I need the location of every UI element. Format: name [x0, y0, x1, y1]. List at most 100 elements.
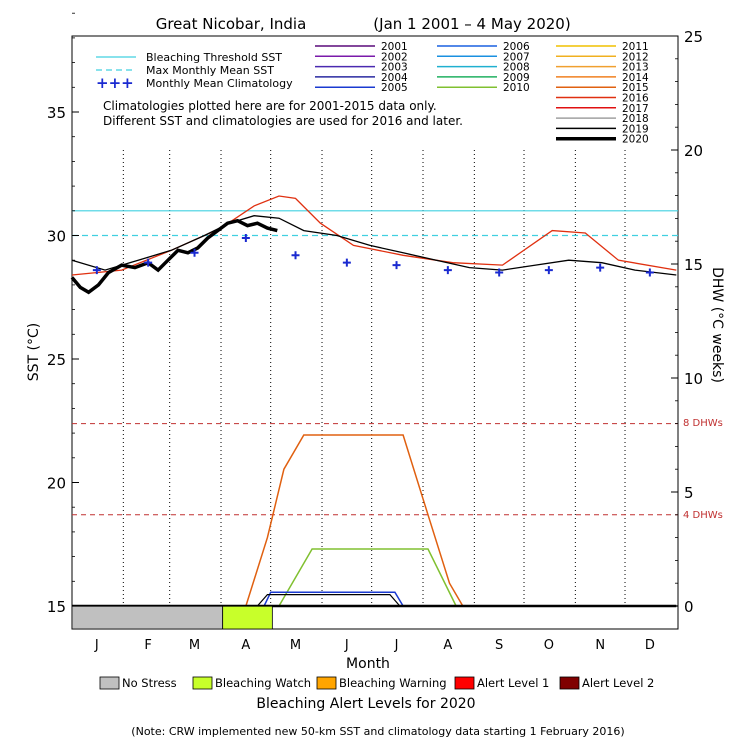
legend-mmm-label: Max Monthly Mean SST	[146, 64, 274, 77]
alert-legend-label-3: Bleaching Warning	[339, 676, 447, 690]
month-label-6: J	[344, 638, 349, 653]
sst-series-group	[70, 195, 677, 295]
y-axis-right-label: DHW (°C weeks)	[709, 267, 725, 383]
alert-level-bar	[71, 605, 678, 630]
alert-segment-1	[71, 605, 224, 630]
left-tick-label-2: 25	[47, 351, 66, 369]
legend-clim-label: Monthly Mean Climatology	[146, 77, 293, 90]
y-axis-label: SST (°C)	[26, 323, 42, 381]
right-tick-label-3: 15	[684, 256, 703, 274]
year-legend-label-2002: 2002	[381, 51, 408, 63]
right-axis: 0 5 10 15 20 25	[671, 28, 703, 616]
alert-legend-swatch-1	[99, 676, 120, 690]
dhw-line-2005	[263, 591, 404, 607]
dhw-4-label: 4 DHWs	[683, 510, 723, 521]
note-line-1: Climatologies plotted here are for 2001-…	[103, 99, 437, 113]
left-tick-label-0: 15	[47, 598, 66, 616]
climatology-point-6	[342, 258, 351, 267]
left-axis: 15 20 25 30 35	[47, 12, 79, 616]
month-label-8: A	[443, 638, 452, 653]
left-tick-label-3: 30	[47, 228, 66, 246]
month-label-1: J	[94, 638, 99, 653]
month-label-3: M	[189, 638, 200, 653]
alert-levels-title: Bleaching Alert Levels for 2020	[256, 696, 475, 712]
x-axis-label: Month	[346, 656, 390, 672]
year-legend-label-2008: 2008	[503, 62, 530, 74]
alert-legend-swatch-3	[316, 676, 337, 690]
alert-legend-label-5: Alert Level 2	[582, 676, 654, 690]
right-tick-label-2: 10	[684, 370, 703, 388]
legend-clim-marker: +++	[96, 74, 134, 92]
dhw-line-2019	[256, 594, 401, 607]
dhw-8-label: 8 DHWs	[683, 418, 723, 429]
month-label-9: S	[495, 638, 503, 653]
year-legend-label-2016: 2016	[622, 93, 649, 105]
climatology-point-7	[392, 261, 401, 270]
climatology-point-10	[544, 266, 553, 275]
month-gridlines	[122, 150, 626, 606]
legend-threshold-label: Bleaching Threshold SST	[146, 51, 282, 64]
alert-legend: No Stress Bleaching Watch Bleaching Warnin…	[99, 676, 654, 690]
year-legend-label-2011: 2011	[622, 41, 649, 53]
month-label-4: A	[241, 638, 250, 653]
year-legend-label-2013: 2013	[622, 62, 649, 74]
month-label-12: D	[645, 638, 655, 653]
alert-legend-label-1: No Stress	[122, 676, 177, 690]
footnote: (Note: CRW implemented new 50-km SST and…	[131, 725, 624, 738]
note-line-2: Different SST and climatologies are used…	[103, 114, 463, 128]
alert-segment-2	[222, 605, 273, 630]
alert-legend-swatch-2	[192, 676, 213, 690]
chart-title: Great Nicobar, India	[156, 15, 307, 33]
climatology-points	[92, 233, 654, 277]
sst-line-2019	[71, 215, 677, 276]
month-label-2: F	[144, 638, 151, 653]
reference-legend: Bleaching Threshold SST Max Monthly Mean…	[96, 51, 293, 92]
left-tick-label-4: 35	[47, 104, 66, 122]
year-legend-label-2019: 2019	[622, 123, 649, 135]
year-legend-label-2009: 2009	[503, 72, 530, 84]
year-legend-label-2001: 2001	[381, 41, 408, 53]
climatology-point-1	[92, 266, 101, 275]
right-tick-label-0: 0	[684, 598, 694, 616]
right-tick-label-1: 5	[684, 484, 694, 502]
year-legend-label-2006: 2006	[503, 41, 530, 53]
month-label-10: O	[544, 638, 554, 653]
right-tick-label-5: 25	[684, 28, 703, 46]
left-tick-label-1: 20	[47, 475, 66, 493]
alert-legend-label-4: Alert Level 1	[477, 676, 549, 690]
month-label-5: M	[290, 638, 301, 653]
month-label-11: N	[595, 638, 605, 653]
sst-line-2020	[70, 218, 278, 295]
year-legend-label-2007: 2007	[503, 51, 530, 63]
year-legend-label-2005: 2005	[381, 82, 408, 94]
climatology-point-12	[645, 268, 654, 277]
climatology-point-3	[190, 248, 199, 257]
climatology-point-2	[144, 258, 153, 267]
year-legend-label-2004: 2004	[381, 72, 408, 84]
climatology-point-11	[596, 263, 605, 272]
year-legend-label-2017: 2017	[622, 103, 649, 115]
year-legend-label-2018: 2018	[622, 113, 649, 125]
alert-legend-swatch-4	[454, 676, 475, 690]
dhw-series-group	[72, 434, 677, 608]
year-legend-label-2003: 2003	[381, 62, 408, 74]
year-legend-label-2015: 2015	[622, 82, 649, 94]
chart-date-range: (Jan 1 2001 – 4 May 2020)	[373, 15, 570, 33]
alert-legend-swatch-5	[559, 676, 580, 690]
dhw-line-2010	[278, 548, 457, 607]
right-tick-label-4: 20	[684, 142, 703, 160]
year-legend-label-2010: 2010	[503, 82, 530, 94]
climatology-point-8	[443, 266, 452, 275]
climatology-point-9	[495, 268, 504, 277]
climatology-point-5	[291, 251, 300, 260]
dhw-line-2016	[245, 434, 464, 607]
year-legend-label-2014: 2014	[622, 72, 649, 84]
year-legend-label-2012: 2012	[622, 51, 649, 63]
year-legend-label-2020: 2020	[622, 134, 649, 146]
alert-legend-label-2: Bleaching Watch	[215, 676, 311, 690]
month-label-7: J	[394, 638, 399, 653]
climatology-point-4	[241, 233, 250, 242]
